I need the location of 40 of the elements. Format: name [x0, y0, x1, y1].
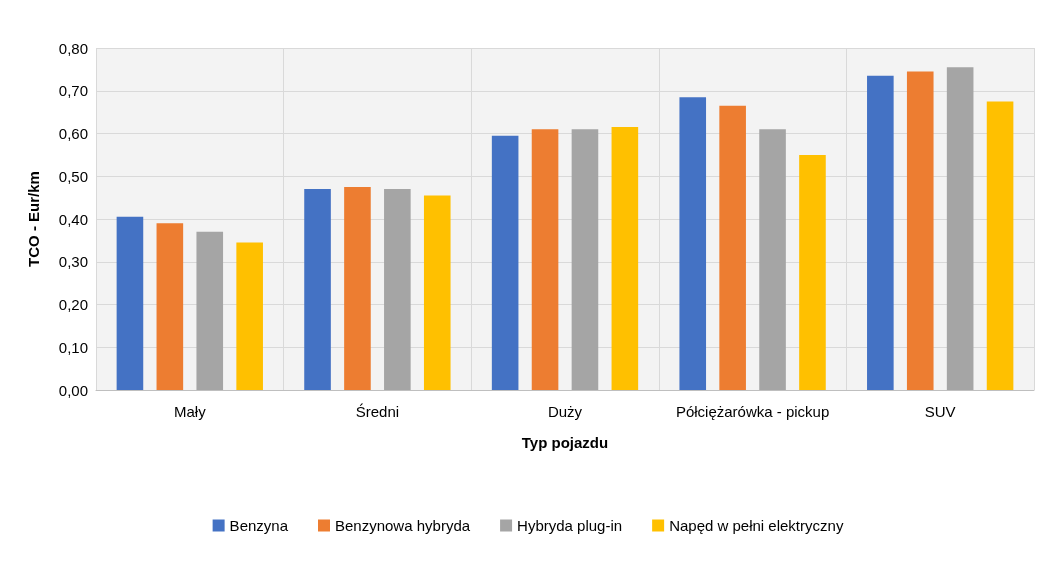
y-tick-label: 0,70: [58, 82, 88, 100]
legend-label: Hybryda plug-in: [517, 517, 623, 534]
y-tick-label: 0,80: [58, 39, 88, 57]
legend-label: Benzyna: [229, 517, 289, 534]
x-tick-label: Półciężarówka - pickup: [675, 403, 830, 420]
bar: [611, 127, 639, 390]
bar: [384, 189, 411, 390]
bar: [906, 71, 934, 390]
x-tick-label: Średni: [355, 403, 400, 420]
bar: [196, 231, 224, 390]
bar: [423, 195, 451, 390]
bar: [344, 186, 371, 390]
y-axis-title: TCO - Eur/km: [25, 171, 42, 267]
bar: [946, 67, 974, 390]
x-tick-label: SUV: [924, 403, 956, 420]
x-tick-label: Mały: [173, 403, 207, 420]
bar: [986, 101, 1014, 390]
x-axis-title: Typ pojazdu: [521, 434, 609, 451]
x-tick-label: Duży: [547, 403, 583, 420]
bar: [304, 189, 331, 390]
bar: [116, 216, 144, 390]
bar: [679, 97, 707, 390]
y-tick-label: 0,10: [58, 338, 88, 356]
bar: [719, 105, 746, 390]
bar: [156, 223, 184, 390]
bar: [236, 242, 263, 390]
y-tick-label: 0,00: [58, 381, 88, 399]
bar: [571, 129, 599, 390]
y-tick-label: 0,30: [58, 253, 88, 271]
bar: [531, 129, 559, 390]
bar: [491, 135, 519, 390]
bar: [867, 75, 894, 390]
y-tick-label: 0,20: [58, 296, 88, 313]
y-tick-label: 0,40: [58, 210, 88, 228]
legend-label: Benzynowa hybryda: [335, 517, 471, 534]
bar: [759, 129, 786, 390]
y-tick-label: 0,60: [58, 125, 88, 142]
bar: [799, 154, 826, 390]
legend-label: Napęd w pełni elektryczny: [669, 517, 844, 534]
y-tick-label: 0,50: [58, 167, 88, 185]
